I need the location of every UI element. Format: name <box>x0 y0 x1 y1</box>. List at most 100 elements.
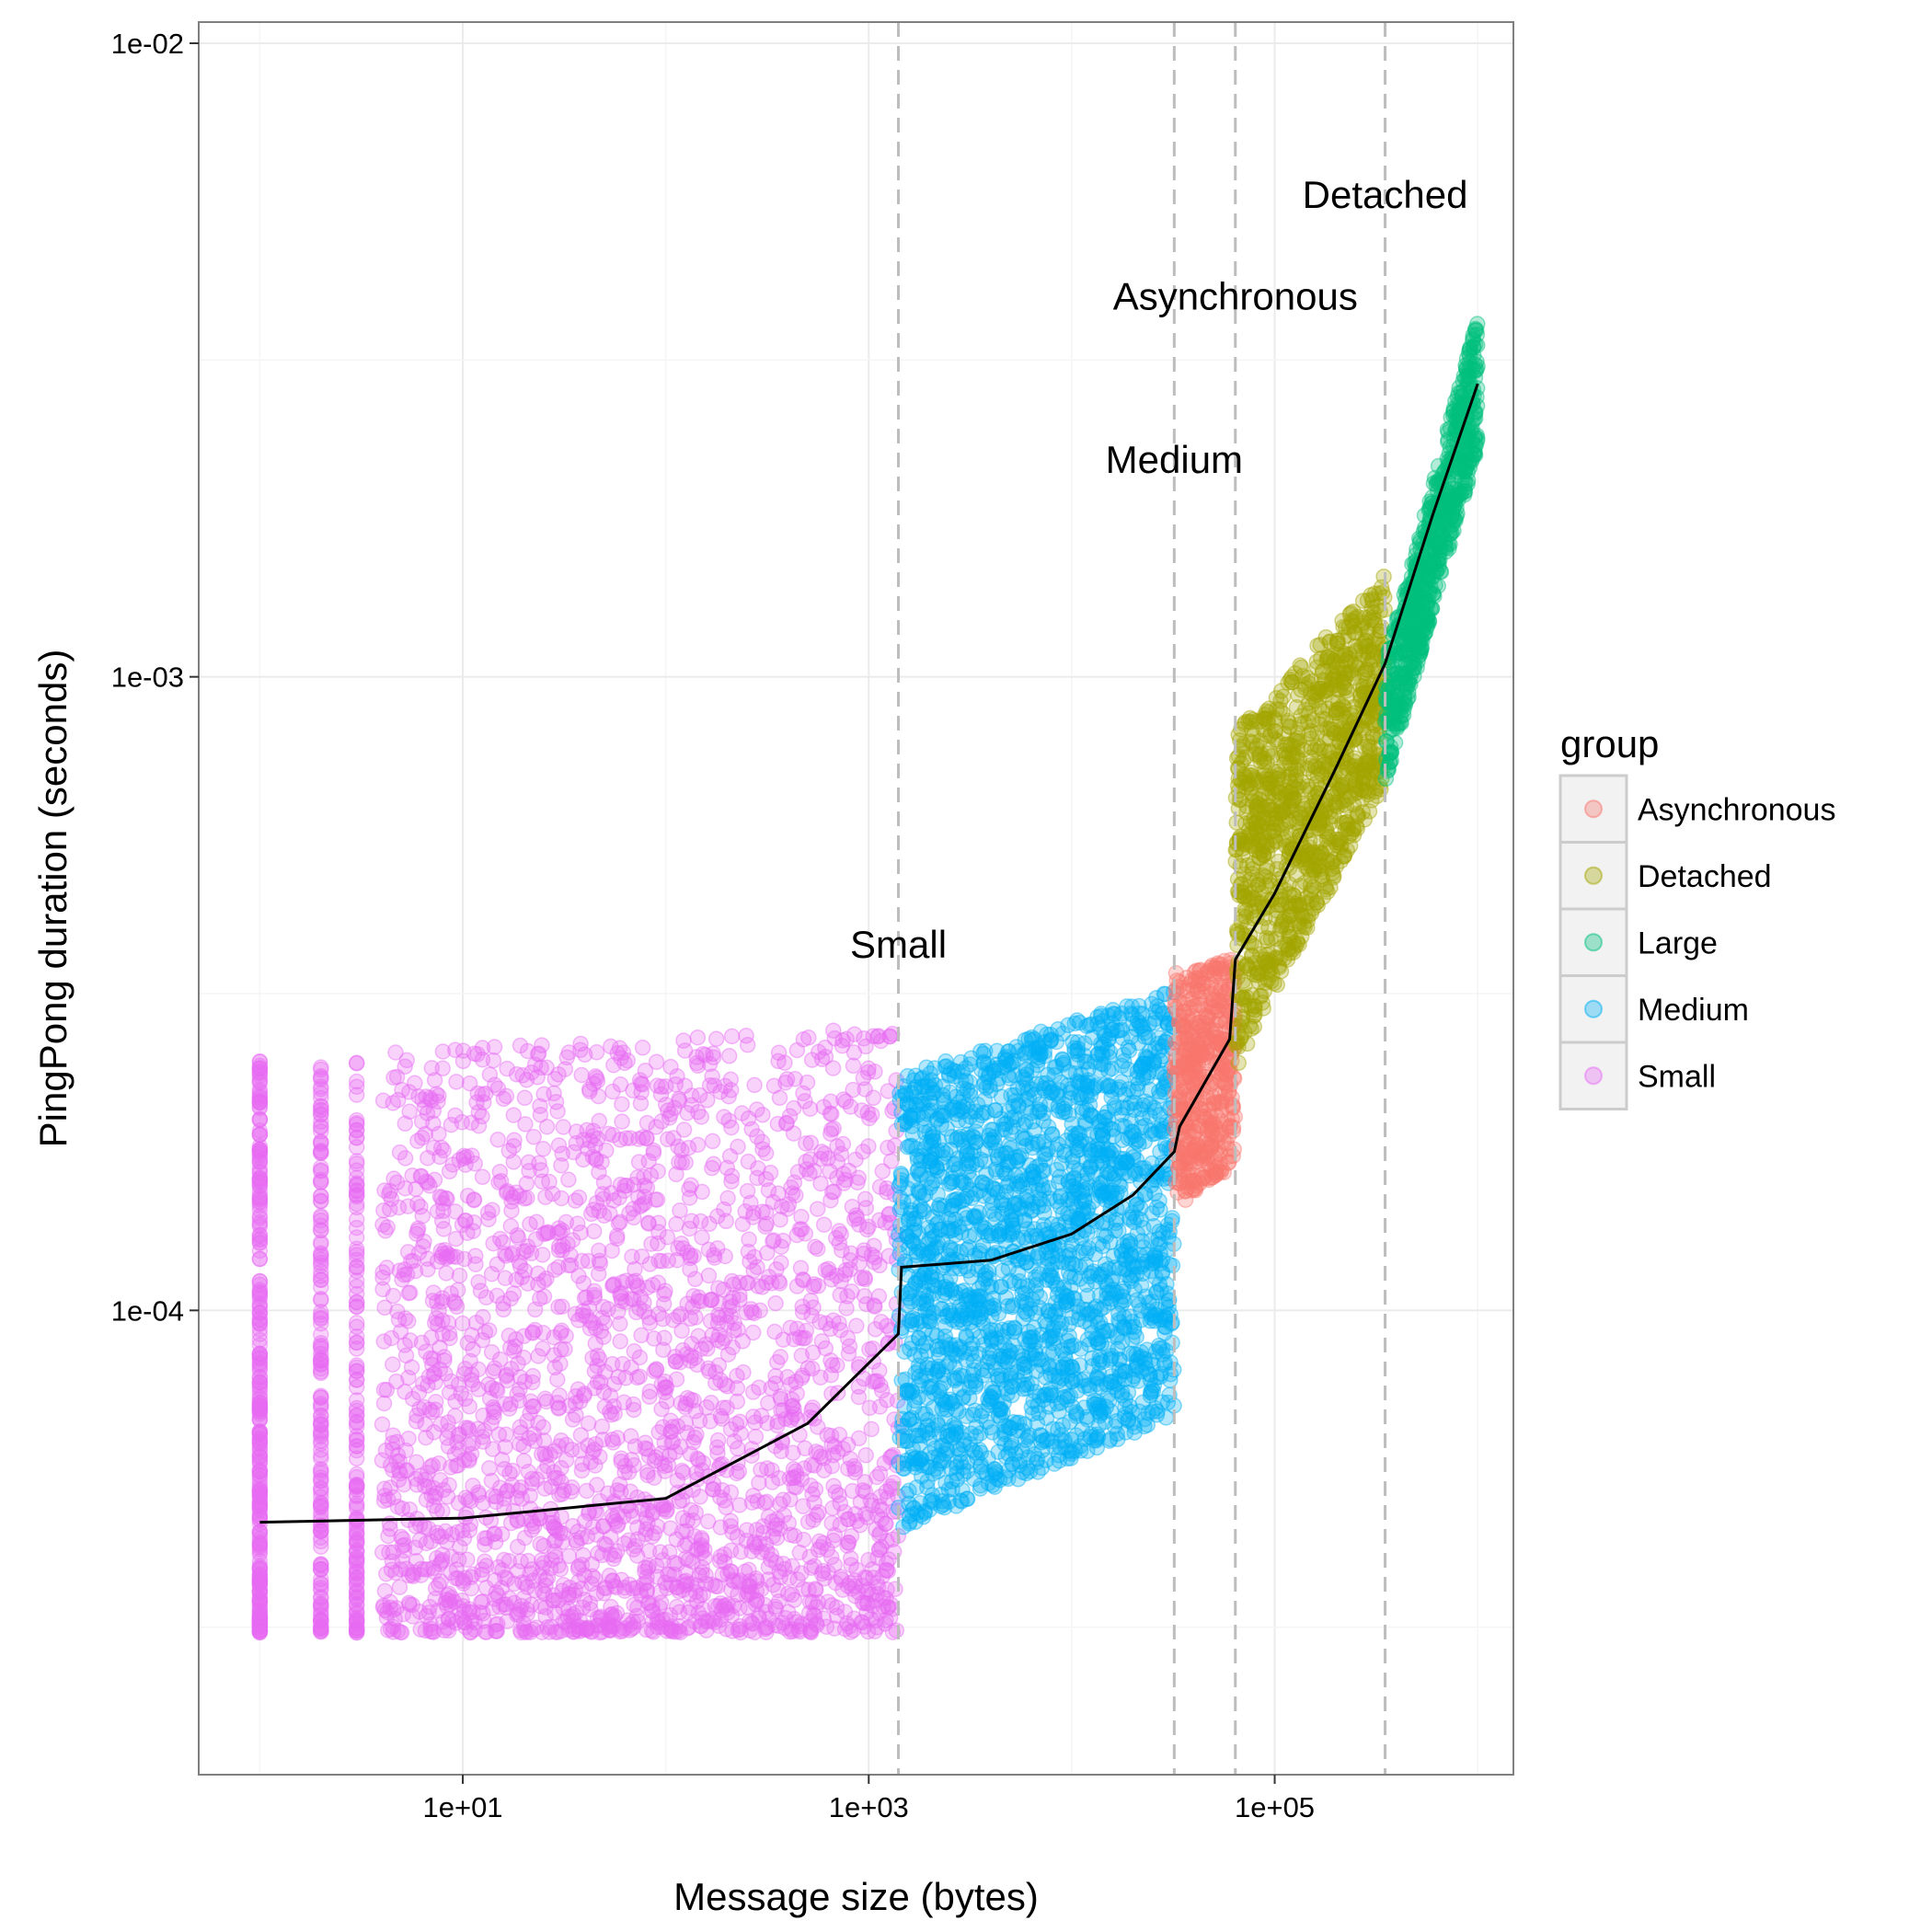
point-medium <box>1017 1130 1034 1147</box>
point-small <box>390 1311 408 1328</box>
point-small <box>376 1582 394 1600</box>
point-small <box>500 1553 518 1570</box>
point-small <box>733 1105 751 1121</box>
point-small <box>749 1492 766 1510</box>
point-small <box>576 1387 592 1404</box>
point-small <box>348 1087 365 1103</box>
point-small <box>348 1139 365 1156</box>
point-small <box>641 1383 659 1400</box>
point-small <box>489 1256 506 1272</box>
point-small <box>653 1113 670 1130</box>
point-small <box>682 1249 699 1267</box>
point-small <box>668 1353 684 1370</box>
point-small <box>348 1478 365 1495</box>
point-small <box>539 1457 556 1475</box>
point-small <box>704 1159 720 1177</box>
point-small <box>251 1508 269 1525</box>
point-small <box>690 1293 707 1309</box>
point-small <box>477 1558 495 1574</box>
point-small <box>679 1424 696 1442</box>
point-small <box>872 1376 889 1394</box>
point-small <box>391 1579 408 1595</box>
point-small <box>524 1325 541 1341</box>
point-small <box>313 1389 329 1406</box>
point-small <box>740 1153 757 1170</box>
point-small <box>512 1424 530 1442</box>
point-small <box>313 1326 329 1343</box>
point-small <box>707 1030 725 1048</box>
point-small <box>581 1133 599 1149</box>
point-small <box>413 1113 431 1130</box>
point-small <box>669 1556 686 1572</box>
point-small <box>783 1179 799 1196</box>
point-small <box>704 1133 721 1150</box>
point-small <box>444 1248 461 1265</box>
point-small <box>730 1574 747 1591</box>
point-medium <box>1144 1205 1161 1222</box>
point-small <box>441 1477 457 1494</box>
point-small <box>857 1038 874 1055</box>
point-small <box>378 1565 395 1582</box>
point-small <box>609 1482 626 1499</box>
point-small <box>835 1091 852 1108</box>
point-small <box>863 1106 880 1123</box>
point-small <box>558 1049 576 1066</box>
point-small <box>251 1091 269 1109</box>
point-small <box>583 1575 600 1593</box>
point-small <box>552 1524 569 1542</box>
point-small <box>448 1074 465 1090</box>
point-small <box>251 1348 269 1364</box>
point-small <box>881 1205 898 1223</box>
point-small <box>408 1477 425 1493</box>
point-small <box>565 1606 582 1623</box>
point-small <box>720 1299 738 1317</box>
point-small <box>614 1113 630 1130</box>
point-small <box>550 1399 568 1416</box>
point-small <box>775 1232 791 1249</box>
point-small <box>631 1300 648 1317</box>
point-small <box>481 1066 499 1083</box>
point-small <box>680 1551 697 1569</box>
point-medium <box>1031 1427 1049 1443</box>
point-small <box>313 1561 329 1578</box>
point-small <box>827 1230 845 1247</box>
point-small <box>850 1169 868 1186</box>
point-small <box>791 1329 809 1346</box>
point-small <box>476 1422 493 1440</box>
point-small <box>421 1178 438 1194</box>
point-small <box>650 1252 667 1270</box>
point-small <box>534 1173 551 1190</box>
point-small <box>569 1523 587 1540</box>
point-small <box>608 1604 626 1622</box>
point-small <box>722 1512 740 1530</box>
point-small <box>348 1595 365 1613</box>
point-small <box>824 1060 842 1076</box>
point-small <box>535 1288 553 1305</box>
point-medium <box>1136 1159 1153 1177</box>
point-small <box>536 1390 554 1408</box>
point-medium <box>1036 1033 1053 1051</box>
point-small <box>729 1393 746 1410</box>
point-small <box>549 1371 566 1388</box>
point-small <box>465 1434 481 1452</box>
point-small <box>650 1424 667 1441</box>
point-small <box>460 1491 477 1508</box>
point-small <box>313 1271 329 1289</box>
point-small <box>765 1193 782 1211</box>
point-medium <box>1143 1383 1159 1400</box>
point-small <box>470 1487 488 1503</box>
point-small <box>477 1289 495 1305</box>
point-medium <box>1101 1392 1118 1409</box>
point-small <box>701 1077 719 1094</box>
point-small <box>743 1584 760 1601</box>
point-small <box>348 1542 365 1558</box>
point-small <box>765 1077 783 1095</box>
point-small <box>569 1215 586 1232</box>
point-small <box>485 1052 502 1069</box>
point-small <box>860 1218 877 1236</box>
point-small <box>348 1477 365 1493</box>
point-small <box>509 1538 526 1556</box>
point-small <box>251 1126 269 1144</box>
point-small <box>425 1424 443 1441</box>
point-small <box>683 1347 699 1364</box>
